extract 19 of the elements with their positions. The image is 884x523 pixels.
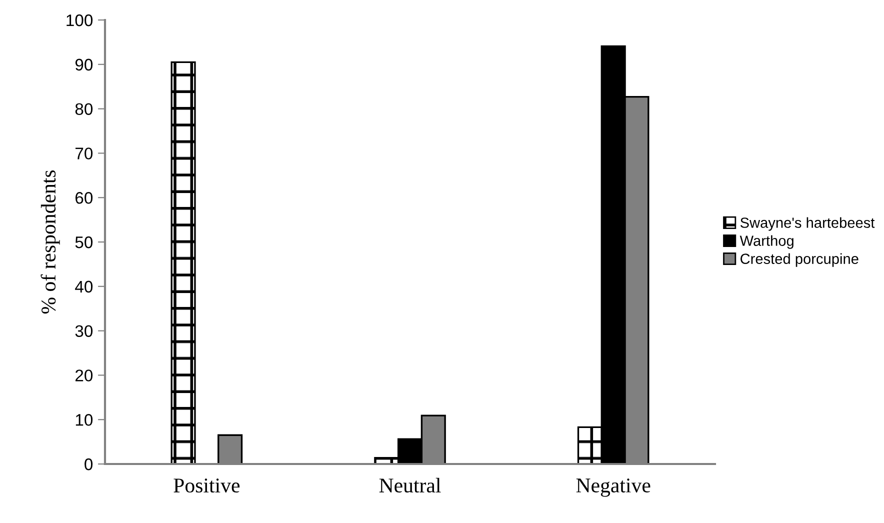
y-tick-label: 30 <box>75 325 93 338</box>
y-tick-label: 70 <box>76 148 93 160</box>
y-tick-label: 80 <box>75 103 93 116</box>
bar <box>170 61 196 464</box>
y-tick-label: 50 <box>75 236 93 248</box>
y-axis-title: % of respondents <box>40 170 60 314</box>
y-tick-label: 20 <box>75 370 93 382</box>
y-tick-label: 100 <box>66 14 93 26</box>
y-tick-label: 60 <box>76 192 93 204</box>
legend-label: Warthog <box>740 235 794 249</box>
legend-label: Crested porcupine <box>740 253 858 267</box>
x-tick-label: Neutral <box>379 478 441 493</box>
legend-label: Swayne's hartebeest <box>740 217 875 231</box>
y-tick-label: 90 <box>75 58 93 71</box>
y-tick-label: 10 <box>76 414 93 426</box>
y-tick-label: 0 <box>84 458 93 470</box>
x-tick-label: Positive <box>174 478 240 493</box>
x-tick-label: Negative <box>576 478 650 497</box>
y-tick-label: 40 <box>75 280 93 293</box>
